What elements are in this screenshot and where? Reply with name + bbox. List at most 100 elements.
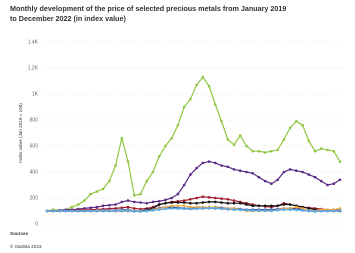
data-point bbox=[51, 209, 55, 213]
data-point bbox=[295, 205, 298, 209]
data-point bbox=[263, 151, 267, 154]
data-point bbox=[89, 206, 92, 210]
data-point bbox=[313, 149, 317, 153]
data-point bbox=[245, 170, 248, 174]
data-point bbox=[126, 205, 130, 209]
data-point bbox=[263, 179, 267, 183]
data-point bbox=[151, 200, 155, 204]
data-point bbox=[120, 209, 124, 213]
data-point bbox=[301, 209, 304, 212]
data-point bbox=[207, 206, 211, 210]
data-point bbox=[226, 198, 230, 201]
source-credit: © Statista 2023 bbox=[10, 243, 42, 249]
data-point bbox=[145, 179, 149, 183]
data-point bbox=[189, 173, 192, 176]
y-tick-label: 400 bbox=[30, 169, 39, 175]
data-point bbox=[189, 207, 192, 211]
data-point bbox=[270, 149, 273, 153]
data-point bbox=[263, 204, 267, 208]
data-point bbox=[64, 209, 68, 213]
data-point bbox=[114, 207, 117, 210]
data-point bbox=[170, 201, 173, 204]
data-point bbox=[201, 161, 205, 165]
data-point bbox=[220, 207, 223, 210]
data-point bbox=[182, 207, 186, 210]
y-tick-label: 200 bbox=[30, 195, 39, 201]
data-point bbox=[139, 192, 142, 196]
data-point bbox=[70, 205, 74, 209]
data-point bbox=[251, 172, 255, 175]
data-point bbox=[151, 209, 155, 212]
data-point bbox=[195, 83, 198, 87]
y-tick-label: 1K bbox=[32, 91, 39, 97]
data-point bbox=[139, 207, 142, 211]
data-point bbox=[220, 197, 223, 200]
data-point bbox=[182, 105, 186, 109]
data-point bbox=[238, 201, 242, 205]
data-point bbox=[101, 187, 105, 191]
data-point bbox=[195, 201, 198, 205]
data-point bbox=[338, 160, 342, 163]
data-point bbox=[189, 205, 192, 209]
data-point bbox=[108, 179, 111, 183]
data-point bbox=[214, 196, 217, 200]
data-point bbox=[95, 209, 99, 213]
data-point bbox=[257, 175, 261, 179]
data-point bbox=[207, 200, 211, 204]
data-point bbox=[189, 198, 192, 201]
data-point bbox=[176, 201, 180, 204]
data-point bbox=[114, 164, 117, 167]
data-point bbox=[214, 103, 217, 106]
data-point bbox=[257, 149, 261, 153]
data-point bbox=[257, 209, 261, 213]
data-point bbox=[182, 201, 186, 204]
data-point bbox=[201, 206, 205, 210]
data-point bbox=[332, 209, 336, 213]
data-point bbox=[238, 169, 242, 172]
y-axis-label: Index value (Jan 2019 = 100) bbox=[18, 103, 23, 163]
data-point bbox=[319, 209, 323, 213]
data-point bbox=[301, 123, 304, 127]
data-point bbox=[232, 168, 236, 171]
data-point bbox=[270, 204, 273, 208]
data-point bbox=[120, 136, 124, 140]
data-point bbox=[114, 203, 117, 206]
data-point bbox=[326, 148, 329, 152]
data-point bbox=[157, 203, 161, 206]
data-point bbox=[288, 208, 292, 211]
data-point bbox=[132, 210, 136, 213]
data-point bbox=[257, 204, 261, 208]
series-line bbox=[46, 76, 341, 212]
data-point bbox=[164, 144, 167, 148]
data-point bbox=[232, 143, 236, 146]
data-point bbox=[288, 168, 292, 171]
data-point bbox=[132, 194, 136, 197]
data-point bbox=[182, 183, 186, 187]
data-point bbox=[338, 178, 342, 182]
data-point bbox=[232, 199, 236, 202]
data-point bbox=[251, 204, 255, 208]
data-point bbox=[313, 175, 317, 179]
data-point bbox=[295, 208, 298, 212]
data-point bbox=[108, 203, 111, 207]
data-point bbox=[189, 201, 192, 205]
data-point bbox=[307, 209, 311, 213]
data-point bbox=[220, 164, 223, 167]
data-point bbox=[332, 149, 336, 153]
data-point bbox=[270, 182, 273, 185]
data-point bbox=[170, 207, 173, 210]
data-point bbox=[307, 139, 311, 143]
data-point bbox=[214, 206, 217, 210]
data-point bbox=[58, 209, 61, 213]
data-point bbox=[282, 138, 286, 141]
data-point bbox=[270, 209, 273, 213]
data-point bbox=[338, 209, 342, 212]
data-point bbox=[220, 201, 223, 204]
data-point bbox=[157, 208, 161, 211]
data-point bbox=[45, 209, 49, 213]
data-point bbox=[126, 199, 130, 202]
data-point bbox=[108, 209, 111, 213]
data-point bbox=[226, 165, 230, 169]
data-point bbox=[195, 166, 198, 170]
y-tick-label: 600 bbox=[30, 143, 39, 149]
